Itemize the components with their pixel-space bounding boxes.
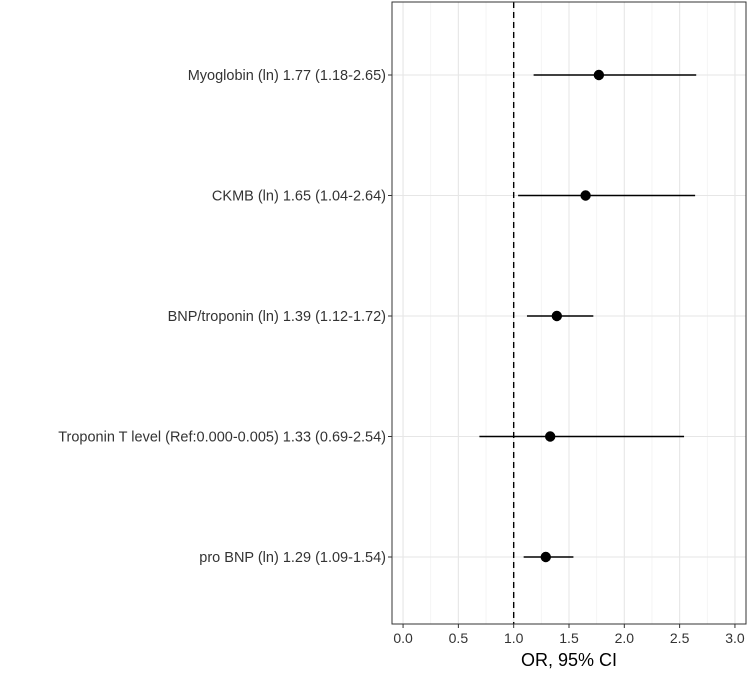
or-point xyxy=(593,69,605,81)
y-axis-ticks xyxy=(388,74,392,558)
or-point xyxy=(544,431,556,442)
x-axis-title: OR, 95% CI xyxy=(521,650,617,670)
x-axis-labels: 0.0 0.5 1.0 1.5 2.0 2.5 3.0 xyxy=(393,630,745,646)
y-tick-label: CKMB (ln) 1.65 (1.04-2.64) xyxy=(212,189,386,205)
x-tick-label: 2.0 xyxy=(615,630,635,646)
x-tick-label: 0.5 xyxy=(449,630,469,646)
x-axis-ticks xyxy=(402,624,736,628)
y-tick-label: pro BNP (ln) 1.29 (1.09-1.54) xyxy=(199,550,386,566)
y-tick-label: Troponin T level (Ref:0.000-0.005) 1.33 … xyxy=(58,430,386,446)
or-point xyxy=(540,551,551,563)
x-tick-label: 2.5 xyxy=(670,630,690,646)
x-tick-label: 1.0 xyxy=(504,630,524,646)
or-point xyxy=(580,190,591,201)
x-tick-label: 0.0 xyxy=(393,630,413,646)
y-tick-label: BNP/troponin (ln) 1.39 (1.12-1.72) xyxy=(168,309,386,325)
y-tick-label: Myoglobin (ln) 1.77 (1.18-2.65) xyxy=(188,68,386,84)
or-point xyxy=(551,310,563,322)
x-tick-label: 1.5 xyxy=(559,630,579,646)
x-tick-label: 3.0 xyxy=(725,630,745,646)
point-estimates xyxy=(540,69,605,563)
y-axis-labels: Myoglobin (ln) 1.77 (1.18-2.65) CKMB (ln)… xyxy=(58,68,386,566)
